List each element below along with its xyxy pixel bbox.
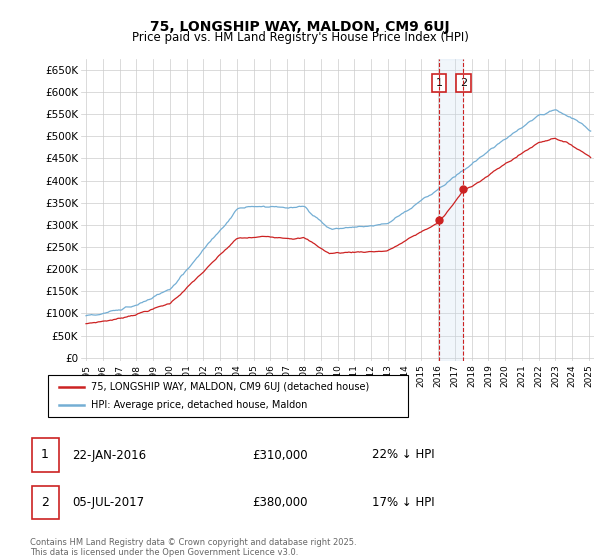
Text: 22-JAN-2016: 22-JAN-2016 <box>72 449 146 461</box>
Text: 75, LONGSHIP WAY, MALDON, CM9 6UJ: 75, LONGSHIP WAY, MALDON, CM9 6UJ <box>150 20 450 34</box>
Text: 2: 2 <box>41 496 49 509</box>
Text: 1: 1 <box>436 78 443 88</box>
Text: 75, LONGSHIP WAY, MALDON, CM9 6UJ (detached house): 75, LONGSHIP WAY, MALDON, CM9 6UJ (detac… <box>91 382 370 392</box>
Text: £380,000: £380,000 <box>252 496 308 509</box>
Text: 17% ↓ HPI: 17% ↓ HPI <box>372 496 434 509</box>
Text: HPI: Average price, detached house, Maldon: HPI: Average price, detached house, Mald… <box>91 400 308 410</box>
Text: 2: 2 <box>460 78 467 88</box>
Text: 22% ↓ HPI: 22% ↓ HPI <box>372 449 434 461</box>
Bar <box>439 59 463 361</box>
Text: Price paid vs. HM Land Registry's House Price Index (HPI): Price paid vs. HM Land Registry's House … <box>131 31 469 44</box>
Text: 1: 1 <box>41 449 49 461</box>
Text: Contains HM Land Registry data © Crown copyright and database right 2025.
This d: Contains HM Land Registry data © Crown c… <box>30 538 356 557</box>
Bar <box>32 486 59 520</box>
Text: 05-JUL-2017: 05-JUL-2017 <box>72 496 144 509</box>
Text: £310,000: £310,000 <box>252 449 308 461</box>
Bar <box>32 438 59 472</box>
